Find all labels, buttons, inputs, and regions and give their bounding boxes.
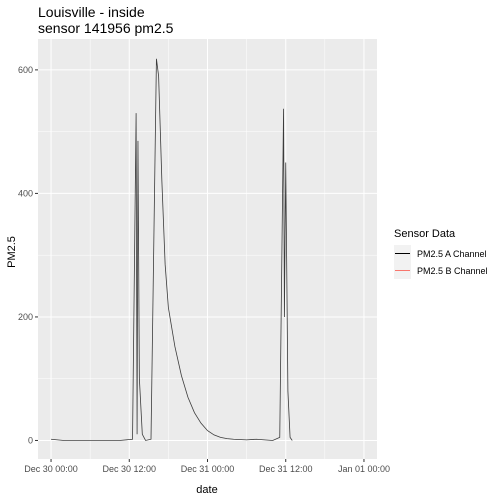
y-tick-label: 0 xyxy=(28,435,33,445)
y-tick-label: 200 xyxy=(18,312,33,322)
chart-subtitle: sensor 141956 pm2.5 xyxy=(38,20,174,36)
y-tick-label: 400 xyxy=(18,188,33,198)
y-axis: 0 200 400 600 xyxy=(18,65,38,445)
x-tick-label: Dec 31 12:00 xyxy=(259,464,313,474)
legend-label-a: PM2.5 A Channel xyxy=(417,249,487,259)
y-tick-label: 600 xyxy=(18,65,33,75)
x-tick-label: Jan 01 00:00 xyxy=(338,464,390,474)
x-axis-title: date xyxy=(196,484,217,496)
legend-label-b: PM2.5 B Channel xyxy=(417,266,488,276)
x-axis: Dec 30 00:00 Dec 30 12:00 Dec 31 00:00 Dec … xyxy=(24,459,390,474)
series-layer xyxy=(51,58,293,441)
x-tick-label: Dec 30 00:00 xyxy=(24,464,78,474)
series-line-0 xyxy=(51,58,293,441)
y-axis-title: PM2.5 xyxy=(6,236,18,268)
legend-item-b: PM2.5 B Channel xyxy=(394,262,488,279)
legend-item-a: PM2.5 A Channel xyxy=(394,245,487,262)
legend: Sensor Data PM2.5 A Channel PM2.5 B Chan… xyxy=(394,228,488,279)
chart-title: Louisville - inside xyxy=(38,4,145,20)
x-tick-label: Dec 31 00:00 xyxy=(181,464,235,474)
x-tick-label: Dec 30 12:00 xyxy=(102,464,156,474)
legend-title: Sensor Data xyxy=(394,228,456,240)
